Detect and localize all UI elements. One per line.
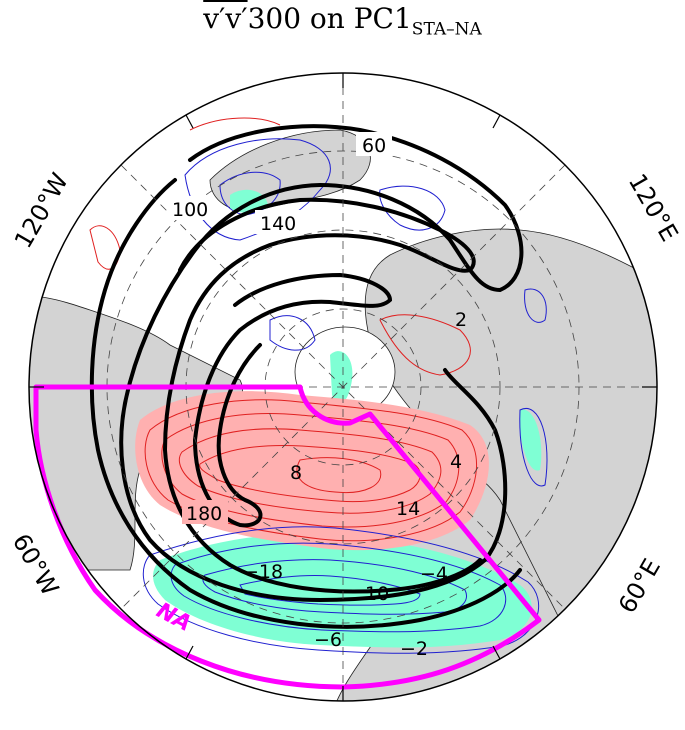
lon-label-120e: 120°E [623,169,684,246]
negative-anomaly-fill-arctic [330,351,353,404]
map-title: v′v′300 on PC1STA–NA [0,2,685,40]
title-suffix: 300 on PC1 [247,2,412,35]
na-region-box [33,384,542,690]
contour-label-140: 140 [260,213,296,235]
contour-label-180: 180 [186,503,222,525]
contour-label-pos-4: 4 [450,451,462,473]
contour-label-neg-18: −18 [243,561,283,583]
contour-label-neg-2: −2 [400,638,428,660]
contour-label-neg-10: 10 [365,583,389,605]
contour-label-neg-6: −6 [314,629,342,651]
boundary-ticks [29,73,657,701]
contour-label-100: 100 [172,199,208,221]
contour-label-pos-8: 8 [290,462,302,484]
contour-label-neg-4: −4 [420,563,448,585]
title-variable: v′v′ [203,2,248,35]
climatology-contour-140 [162,197,482,594]
climatology-contour-100 [89,178,522,629]
contour-label-60: 60 [362,135,386,157]
contour-label-pos-14: 14 [396,498,420,520]
lon-label-60w: 60°W [7,529,64,600]
label-bg-60 [356,132,392,156]
contour-labels: 60 100 140 180 2 4 8 14 −2 −4 −6 10 −18 [168,132,467,660]
title-subscript: STA–NA [411,19,482,40]
lon-label-60e: 60°E [613,554,666,618]
contour-label-pos-2: 2 [455,309,467,331]
graticule [29,73,657,701]
negative-anomaly-fill-asia [520,409,542,471]
lon-label-120w: 120°W [9,168,74,253]
